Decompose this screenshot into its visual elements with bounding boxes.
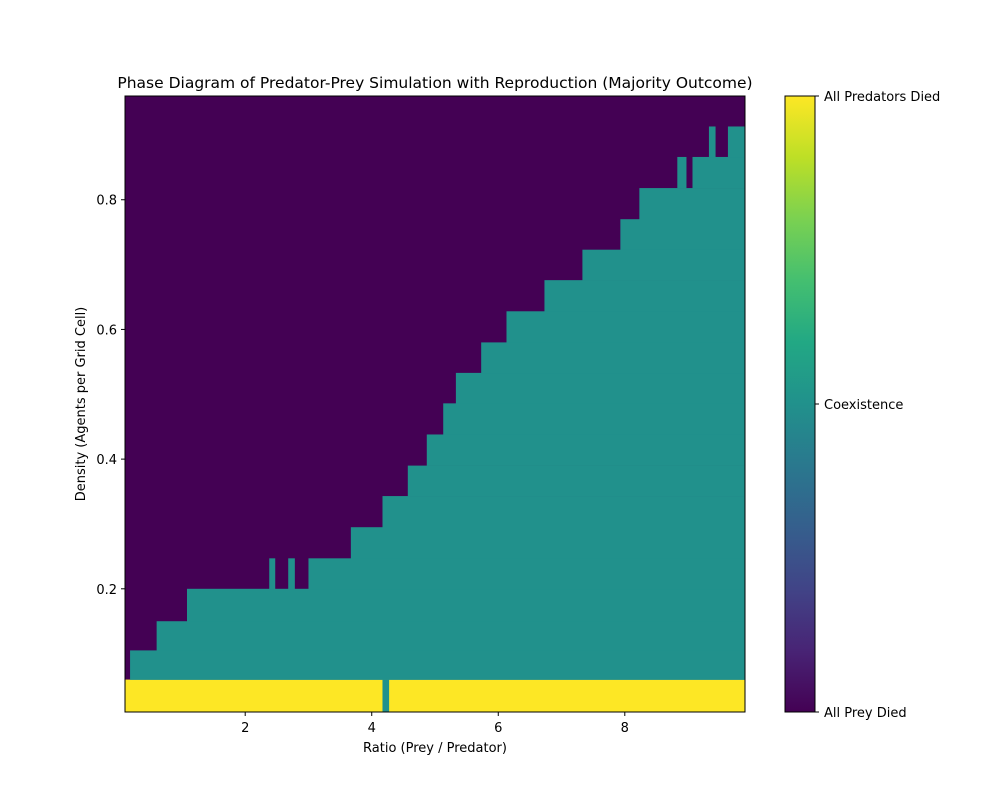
heatmap-region-20 (639, 188, 746, 220)
heatmap-region-24 (727, 126, 746, 158)
y-tick-label: 0.4 (96, 453, 117, 468)
heatmap-region-15 (481, 342, 746, 374)
plot-frame (124, 95, 746, 713)
y-tick-label: 0.6 (96, 323, 117, 338)
heatmap-region-13 (443, 403, 746, 435)
heatmap-region-16 (506, 311, 746, 343)
heatmap-region-7 (269, 558, 276, 590)
x-axis-ticks: 2 4 6 8 (241, 712, 629, 736)
y-tick-label: 0.8 (96, 194, 117, 209)
y-axis-label: Density (Agents per Grid Cell) (74, 307, 89, 502)
x-axis-label: Ratio (Prey / Predator) (363, 741, 507, 756)
y-tick-label: 0.2 (96, 583, 117, 598)
heatmap-region-9 (350, 527, 746, 559)
x-tick-label: 2 (241, 721, 249, 736)
chart-title: Phase Diagram of Predator-Prey Simulatio… (117, 74, 752, 92)
heatmap-region-4 (156, 621, 746, 651)
heatmap-cells (125, 96, 746, 713)
heatmap-region-17 (544, 280, 746, 312)
y-axis-ticks: 0.2 0.4 0.6 0.8 (96, 194, 125, 598)
heatmap-region-3 (130, 650, 746, 680)
heatmap-region-18 (582, 249, 746, 281)
heatmap-region-1 (125, 679, 746, 713)
x-tick-label: 4 (368, 721, 376, 736)
colorbar-tick-label: Coexistence (824, 398, 903, 413)
heatmap-region-22 (692, 156, 746, 189)
heatmap-region-23 (708, 126, 716, 158)
x-tick-label: 8 (621, 721, 629, 736)
heatmap-region-14 (455, 372, 746, 404)
heatmap-region-5 (187, 588, 746, 622)
heatmap-region-11 (407, 465, 746, 497)
heatmap-region-8 (288, 558, 295, 590)
heatmap-region-10 (382, 496, 746, 528)
colorbar (784, 95, 816, 713)
colorbar-ticks: All Prey Died Coexistence All Predators Di… (815, 90, 940, 721)
heatmap-region-21 (677, 156, 687, 189)
heatmap-region-2 (382, 679, 390, 713)
x-tick-label: 6 (494, 721, 502, 736)
colorbar-tick-label: All Predators Died (824, 90, 940, 105)
heatmap-region-6 (308, 558, 746, 590)
heatmap-region-19 (620, 219, 746, 250)
heatmap-region-12 (426, 434, 746, 466)
colorbar-tick-label: All Prey Died (824, 706, 907, 721)
